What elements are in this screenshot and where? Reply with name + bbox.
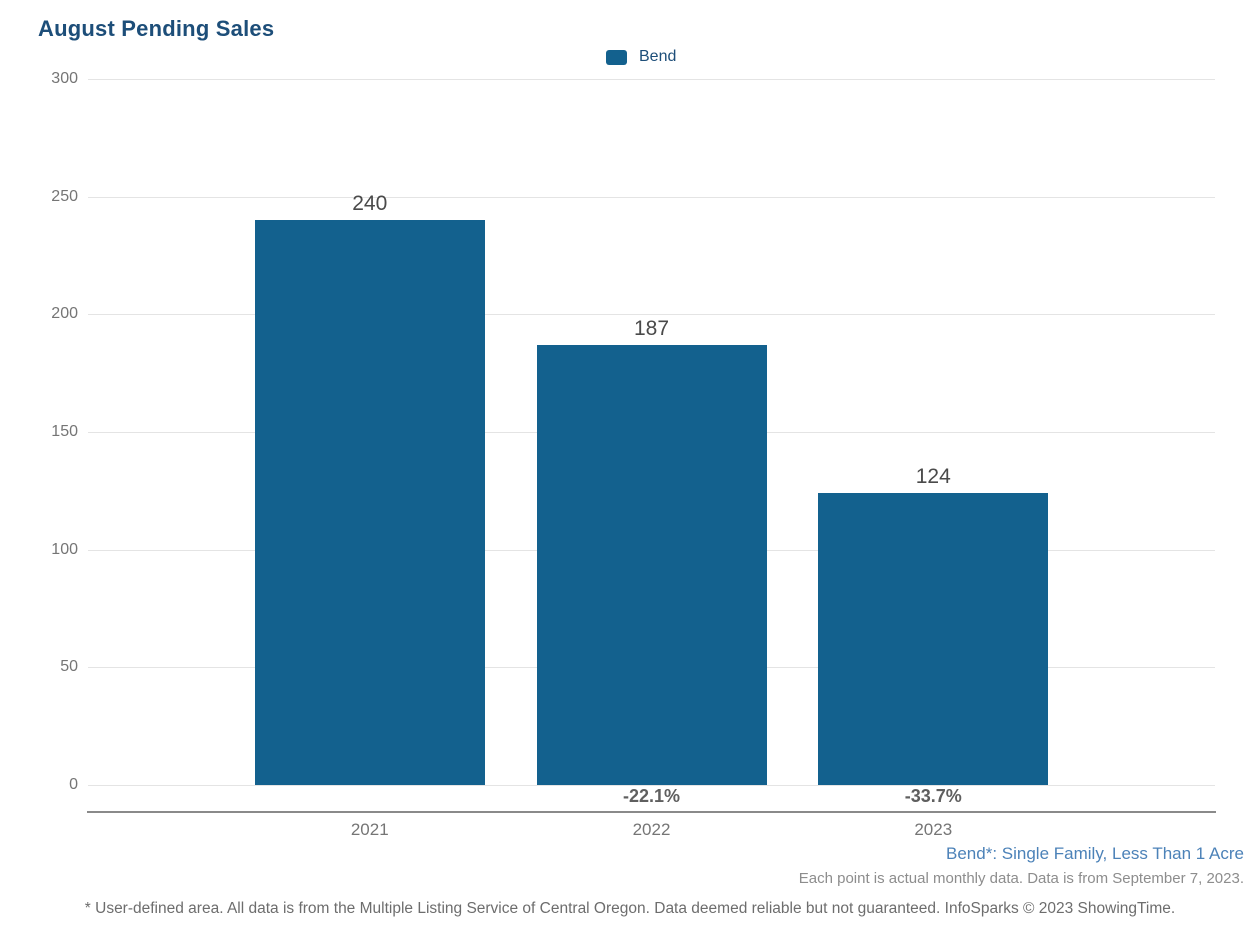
y-axis-tick-50: 50 <box>60 658 78 676</box>
y-axis-tick-100: 100 <box>51 540 78 558</box>
gridline-250 <box>88 196 1215 198</box>
bar-value-label-2023: 124 <box>915 465 951 489</box>
bar-2022[interactable] <box>536 344 767 785</box>
bar-2021[interactable] <box>254 220 485 785</box>
y-axis-tick-0: 0 <box>69 776 78 793</box>
bar-value-label-2022: 187 <box>633 316 670 340</box>
bar-2023[interactable] <box>818 493 1049 785</box>
pct-change-label-2023: -33.7% <box>904 786 962 806</box>
y-axis-tick-300: 300 <box>51 70 78 87</box>
x-axis-label-2021: 2021 <box>350 820 389 839</box>
legend-label-bend: Bend <box>639 48 677 65</box>
gridline-0 <box>88 785 1215 786</box>
gridline-200 <box>88 314 1215 316</box>
x-axis-label-2023: 2023 <box>914 820 953 839</box>
data-source-footnote: Each point is actual monthly data. Data … <box>798 870 1244 887</box>
series-definition-footnote: Bend*: Single Family, Less Than 1 Acre <box>946 844 1244 863</box>
y-axis-tick-150: 150 <box>51 423 78 440</box>
x-axis-line <box>87 811 1216 813</box>
x-axis-label-2022: 2022 <box>632 820 671 839</box>
chart-title: August Pending Sales <box>38 16 275 41</box>
legend-marker-bend <box>606 49 627 65</box>
gridline-300 <box>88 79 1215 80</box>
legend[interactable]: Bend <box>606 48 676 66</box>
y-axis-tick-200: 200 <box>51 305 78 323</box>
disclaimer-text: * User-defined area. All data is from th… <box>84 900 1176 917</box>
y-axis-tick-250: 250 <box>51 187 78 205</box>
pct-change-label-2022: -22.1% <box>622 786 681 806</box>
plot-area: 240 187 124 <box>88 79 1215 786</box>
bar-value-label-2021: 240 <box>352 192 388 216</box>
